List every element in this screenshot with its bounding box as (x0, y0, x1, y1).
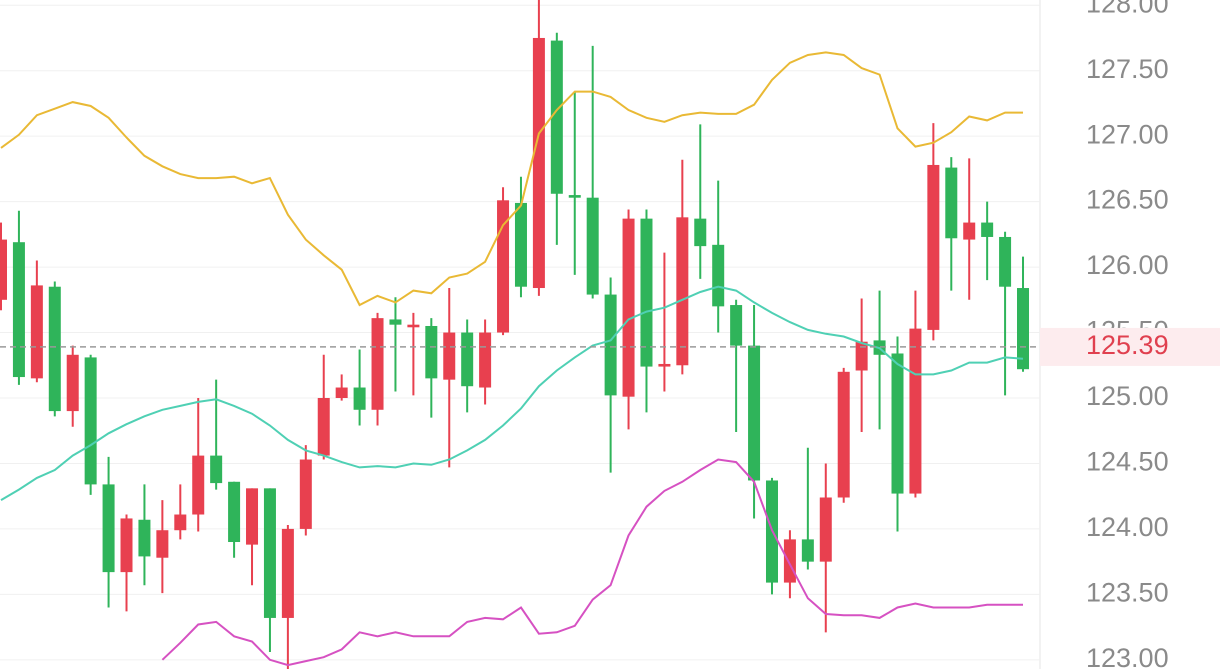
y-tick-label: 128.00 (1086, 0, 1169, 18)
candle-body (981, 222, 994, 237)
candle-body (532, 37, 545, 289)
candle-body (550, 40, 563, 194)
current-price-label: 125.39 (1086, 330, 1169, 360)
candle-body (371, 318, 384, 410)
candle-body (783, 539, 796, 583)
candle-body (48, 286, 61, 412)
candle-body (156, 530, 169, 558)
y-tick-label: 125.00 (1086, 381, 1169, 411)
candle-body (801, 539, 814, 562)
candle-body (281, 528, 294, 618)
candle-body (514, 202, 527, 287)
candle-body (909, 328, 922, 494)
current-price-box (1040, 327, 1220, 366)
candle-body (389, 319, 402, 325)
y-tick-label: 123.00 (1086, 643, 1169, 669)
candle-body (1017, 288, 1030, 370)
y-tick-label: 124.50 (1086, 447, 1169, 477)
candle-body (263, 488, 276, 618)
candle-body (335, 387, 348, 398)
candle-body (174, 514, 187, 531)
candle-body (712, 244, 725, 307)
candle-body (837, 371, 850, 498)
candle-body (658, 363, 671, 367)
candle-body (891, 353, 904, 494)
candle-body (927, 164, 940, 330)
candle-body (317, 397, 330, 456)
candle-body (999, 236, 1012, 287)
candle-body (353, 387, 366, 410)
candle-body (730, 305, 743, 346)
candle-body (30, 285, 43, 379)
y-tick-label: 123.50 (1086, 578, 1169, 608)
band-line (0, 285, 1024, 501)
candle-body (479, 332, 492, 388)
y-tick-label: 124.00 (1086, 512, 1169, 542)
candle-body (84, 357, 97, 485)
candle-body (138, 519, 151, 557)
candle-body (622, 218, 635, 397)
candle-body (0, 239, 7, 300)
candle-body (568, 195, 581, 198)
candle-body (963, 222, 976, 240)
candle-body (443, 332, 456, 380)
candle-body (246, 488, 259, 545)
candle-body (210, 455, 223, 484)
y-tick-label: 126.50 (1086, 185, 1169, 215)
candle-body (586, 197, 599, 295)
candle-body (694, 218, 707, 247)
candle-body (120, 518, 133, 573)
band-line (161, 458, 1023, 667)
candle-body (425, 325, 438, 379)
candle-body (855, 341, 868, 371)
candle-body (461, 332, 474, 387)
candle-body (192, 455, 205, 515)
candle-body (228, 481, 241, 543)
band-line (0, 51, 1023, 307)
candle-body (299, 459, 312, 529)
candle-body (676, 217, 689, 366)
candle-body (407, 324, 420, 328)
y-tick-label: 127.50 (1086, 54, 1169, 84)
candle-body (102, 484, 115, 573)
candle-body (748, 345, 761, 481)
y-tick-label: 127.00 (1086, 119, 1169, 149)
candle-body (12, 242, 25, 378)
candle-body (640, 218, 653, 367)
candle-body (604, 294, 617, 396)
candle-body (66, 354, 79, 412)
candle-body (819, 497, 832, 562)
y-tick-label: 126.00 (1086, 250, 1169, 280)
candle-body (945, 167, 958, 239)
